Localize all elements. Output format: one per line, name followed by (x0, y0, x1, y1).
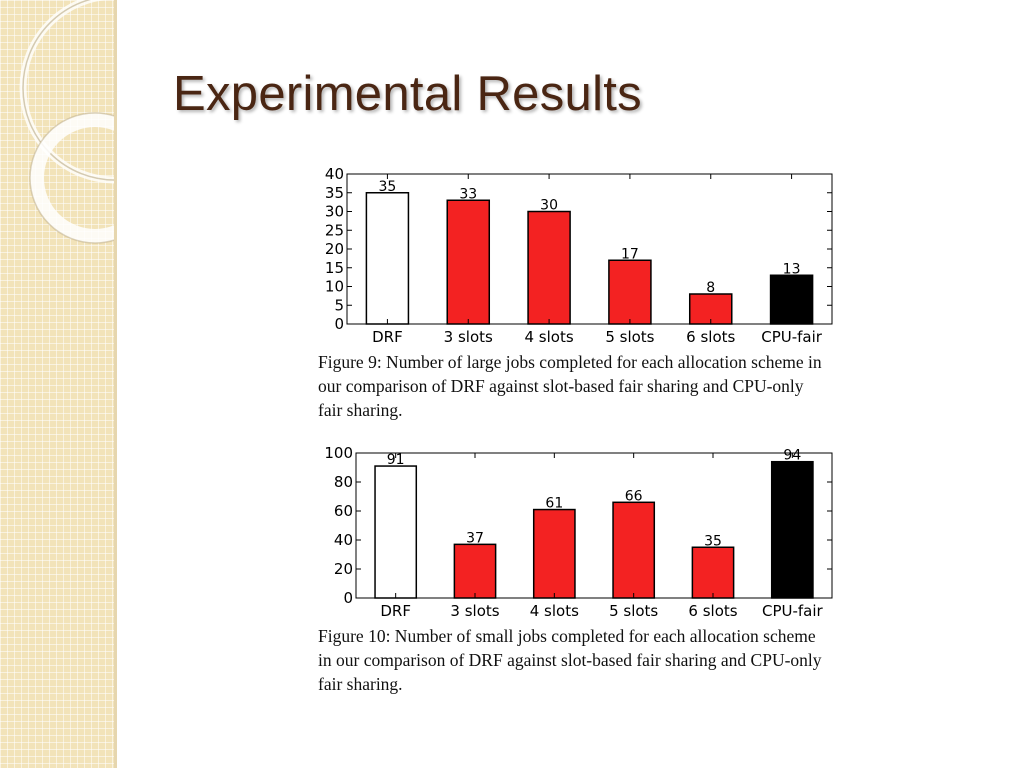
data-label: 33 (459, 186, 477, 202)
y-tick-label: 0 (343, 589, 353, 607)
y-tick-label: 100 (324, 446, 353, 462)
data-label: 17 (621, 246, 639, 262)
x-tick-label: 6 slots (688, 602, 737, 620)
decorative-rings (19, 0, 114, 244)
x-tick-label: 3 slots (450, 602, 499, 620)
data-label: 30 (540, 198, 558, 214)
x-tick-label: 4 slots (530, 602, 579, 620)
decorative-side-band (0, 0, 114, 768)
bar (374, 465, 418, 599)
y-tick-label: 40 (334, 531, 353, 549)
bar (612, 501, 656, 599)
x-tick-label: 6 slots (686, 328, 735, 346)
x-tick-label: CPU-fair (761, 328, 823, 346)
bar (608, 259, 652, 325)
bar (769, 274, 814, 325)
data-label: 8 (706, 280, 715, 296)
x-tick-label: 3 slots (444, 328, 493, 346)
band-divider (114, 0, 117, 768)
bar (365, 192, 410, 325)
bar (532, 508, 576, 599)
y-tick-label: 30 (325, 203, 344, 221)
y-tick-label: 60 (334, 502, 353, 520)
data-label: 35 (379, 179, 397, 195)
x-tick-label: CPU-fair (762, 602, 824, 620)
y-tick-label: 35 (325, 184, 344, 202)
bar (446, 199, 491, 325)
chart-small-jobs: 0 20 40 60 80 100 DRF 91 3 slots 37 4 slots 61 5 slo… (324, 446, 833, 620)
figure-10-caption: Figure 10: Number of small jobs complete… (318, 626, 822, 694)
y-tick-label: 0 (334, 315, 344, 333)
x-tick-label: 5 slots (605, 328, 654, 346)
data-label: 35 (704, 533, 722, 549)
y-tick-label: 20 (325, 240, 344, 258)
y-tick-label: 20 (334, 560, 353, 578)
y-tick-label: 40 (325, 168, 344, 183)
x-tick-label: DRF (372, 328, 403, 346)
y-tick-label: 15 (325, 259, 344, 277)
bar (691, 546, 735, 599)
data-label: 37 (466, 530, 484, 546)
data-label: 94 (783, 448, 801, 464)
x-tick-label: 5 slots (609, 602, 658, 620)
data-label: 66 (625, 488, 643, 504)
bar (453, 543, 497, 599)
plot-frame (346, 173, 833, 325)
bar (770, 460, 814, 599)
x-tick-label: DRF (380, 602, 411, 620)
bar (527, 210, 571, 325)
x-tick-label: 4 slots (524, 328, 573, 346)
data-label: 61 (545, 496, 563, 512)
plot-frame (355, 452, 833, 599)
data-label: 13 (783, 261, 801, 277)
y-tick-label: 80 (334, 473, 353, 491)
figure-9-caption: Figure 9: Number of large jobs completed… (318, 352, 822, 420)
y-tick-label: 5 (334, 296, 344, 314)
slide-title: Experimental Results (173, 67, 642, 121)
data-label: 91 (387, 452, 405, 468)
y-tick-label: 25 (325, 221, 344, 239)
y-tick-label: 10 (325, 278, 344, 296)
